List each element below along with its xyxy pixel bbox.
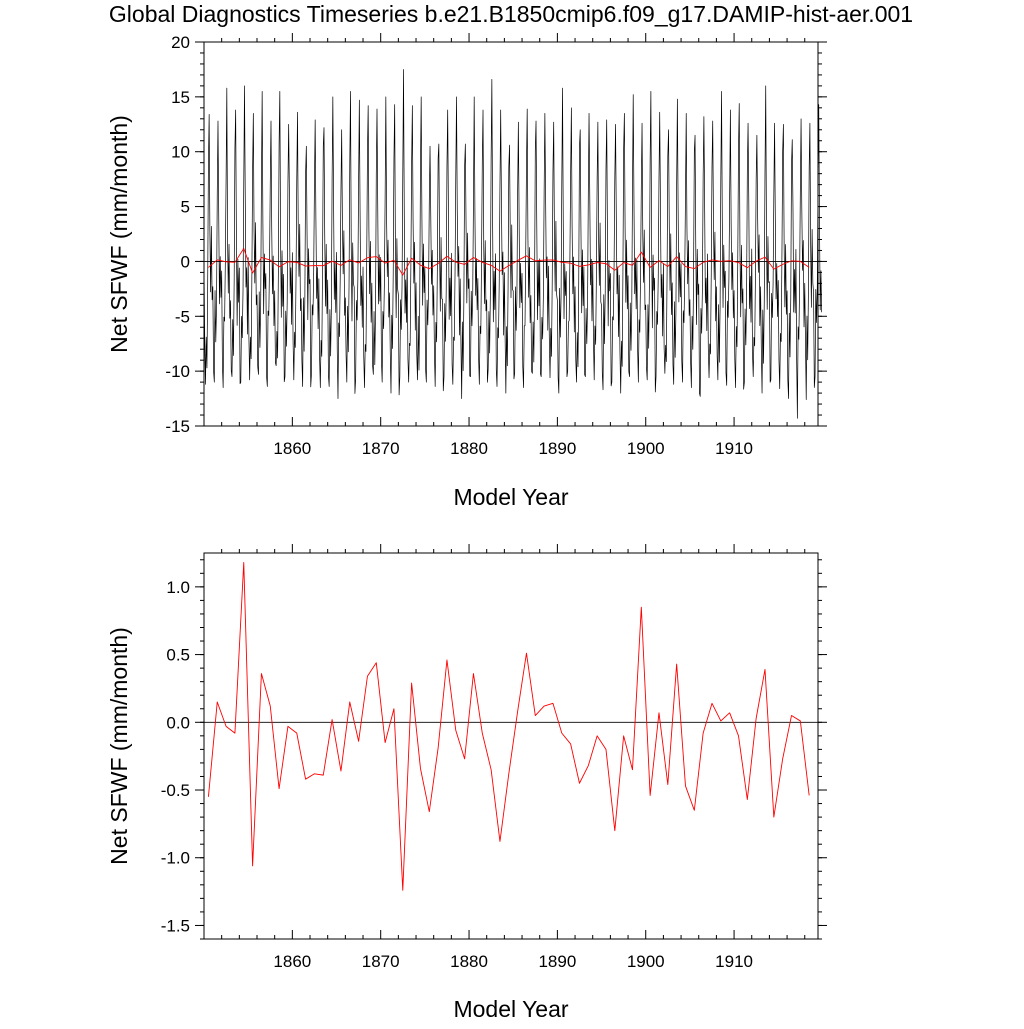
bottom-ticks: 1860 1870 1880 1890 1900 1910 -1.5 -1.0 -0.5 0.0 0… bbox=[161, 544, 827, 971]
top-x-axis-label: Model Year bbox=[453, 484, 568, 510]
bottom-y-tick-label: 0.0 bbox=[166, 713, 190, 732]
top-y-tick-label: -10 bbox=[165, 362, 190, 381]
bottom-x-tick-label: 1880 bbox=[450, 952, 488, 971]
bottom-plot-frame bbox=[203, 552, 819, 940]
bottom-annual-series-line bbox=[207, 562, 810, 891]
top-y-tick-label: 15 bbox=[171, 88, 190, 107]
bottom-y-tick-label: 0.5 bbox=[166, 646, 190, 665]
top-monthly-series-line bbox=[203, 69, 823, 419]
bottom-y-tick-label: 1.0 bbox=[166, 578, 190, 597]
top-x-tick-label: 1870 bbox=[362, 439, 400, 458]
top-ticks: 1860 1870 1880 1890 1900 1910 -15 -10 -5 0 5 10 15 20 bbox=[165, 33, 827, 458]
bottom-x-tick-label: 1890 bbox=[538, 952, 576, 971]
top-x-tick-label: 1900 bbox=[627, 439, 665, 458]
bottom-series bbox=[204, 562, 818, 891]
top-y-axis-label: Net SFWF (mm/month) bbox=[106, 115, 132, 353]
top-y-tick-label: -5 bbox=[175, 307, 190, 326]
top-y-tick-label: 20 bbox=[171, 33, 190, 52]
bottom-x-tick-label: 1870 bbox=[362, 952, 400, 971]
top-y-tick-label: 0 bbox=[181, 252, 190, 271]
bottom-x-axis-label: Model Year bbox=[453, 996, 568, 1022]
top-series bbox=[203, 69, 823, 419]
top-y-tick-label: 10 bbox=[171, 143, 190, 162]
bottom-y-tick-label: -0.5 bbox=[161, 781, 190, 800]
top-x-tick-label: 1910 bbox=[715, 439, 753, 458]
bottom-y-tick-label: -1.0 bbox=[161, 849, 190, 868]
top-x-tick-label: 1860 bbox=[273, 439, 311, 458]
top-panel: 1860 1870 1880 1890 1900 1910 -15 -10 -5 0 5 10 15 20… bbox=[106, 33, 827, 510]
bottom-y-tick-label: -1.5 bbox=[161, 916, 190, 935]
top-x-tick-label: 1890 bbox=[538, 439, 576, 458]
bottom-x-tick-label: 1900 bbox=[627, 952, 665, 971]
top-y-tick-label: -15 bbox=[165, 417, 190, 436]
top-y-tick-label: 5 bbox=[181, 198, 190, 217]
top-annual-series-line bbox=[208, 248, 810, 276]
top-x-tick-label: 1880 bbox=[450, 439, 488, 458]
bottom-panel: 1860 1870 1880 1890 1900 1910 -1.5 -1.0 -0.5 0.0 0… bbox=[106, 544, 827, 1022]
bottom-y-axis-label: Net SFWF (mm/month) bbox=[106, 627, 132, 865]
bottom-x-tick-label: 1910 bbox=[715, 952, 753, 971]
figure-title: Global Diagnostics Timeseries b.e21.B185… bbox=[109, 1, 913, 27]
bottom-x-tick-label: 1860 bbox=[273, 952, 311, 971]
